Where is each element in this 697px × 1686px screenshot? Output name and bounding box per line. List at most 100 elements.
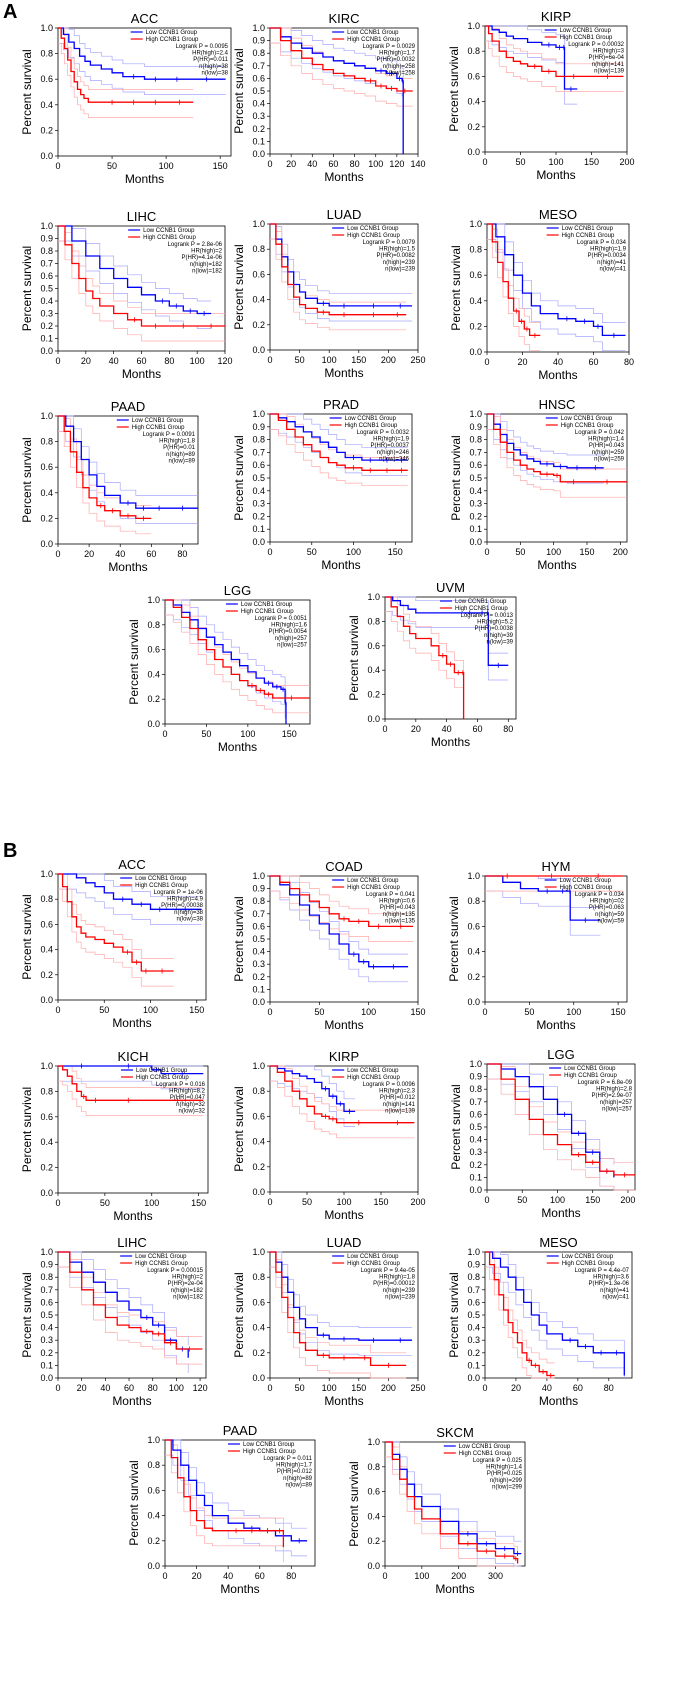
y-tick-label: 0.0 <box>40 1188 53 1198</box>
y-tick-label: 0.8 <box>40 437 53 447</box>
km-plot-a-lgg: LGG 0.0 0.2 0.4 0.6 0.8 1.0 0 50 100 150 Months Perc… <box>127 583 311 754</box>
survival-curve-low <box>58 1251 189 1358</box>
y-tick-label: 0.2 <box>252 1348 265 1358</box>
y-tick-label: 0.4 <box>40 1323 53 1333</box>
y-tick-label: 0.6 <box>467 1297 480 1307</box>
ci-upper-low <box>485 25 578 77</box>
legend-entry: Low CCNB1 Group <box>243 1442 295 1448</box>
y-axis-label: Percent survival <box>127 619 141 704</box>
y-tick-label: 0.6 <box>252 73 265 83</box>
plot-title: SKCM <box>436 1425 474 1440</box>
stat-line: n(high)=239 <box>383 260 416 266</box>
stat-line: P(HR)=6e-04 <box>588 55 624 61</box>
y-tick-label: 0.0 <box>252 1187 265 1197</box>
x-axis-label: Months <box>541 1206 580 1220</box>
y-tick-label: 0.4 <box>40 488 53 498</box>
survival-curve-high <box>58 27 194 103</box>
survival-curve-high <box>485 25 624 78</box>
plot-title: MESO <box>539 207 577 222</box>
plot-frame <box>164 599 311 725</box>
y-tick-label: 0.9 <box>40 234 53 244</box>
y-tick-label: 0.0 <box>367 1561 380 1571</box>
ci-upper-low <box>385 596 509 654</box>
stat-line: P(HR)=0.047 <box>170 1095 206 1101</box>
x-axis-label: Months <box>431 735 470 749</box>
y-tick-label: 0.3 <box>40 1335 53 1345</box>
stat-line: n(high)=32 <box>176 1102 206 1108</box>
y-axis-label: Percent survival <box>20 49 34 134</box>
legend-entry: Low CCNB1 Group <box>562 1254 614 1260</box>
y-tick-label: 0.6 <box>252 921 265 931</box>
legend-entry: High CCNB1 Group <box>146 37 199 43</box>
legend-entry: High CCNB1 Group <box>347 37 400 43</box>
stat-line: n(low)=39 <box>486 639 513 645</box>
y-tick-label: 0.2 <box>469 321 482 331</box>
stat-line: n(high)=89 <box>166 452 196 458</box>
x-tick-label: 80 <box>148 1383 158 1393</box>
legend-entry: High CCNB1 Group <box>455 606 508 612</box>
plot-title: LUAD <box>327 1235 362 1250</box>
legend-entry: Low CCNB1 Group <box>562 226 614 232</box>
stat-line: n(low)=239 <box>385 1294 416 1300</box>
plot-title: HNSC <box>539 397 576 412</box>
stat-line: P(HR)=0.012 <box>277 1469 313 1475</box>
x-tick-label: 20 <box>411 724 421 734</box>
legend-entry: Low CCNB1 Group <box>561 416 613 422</box>
plot-title: HYM <box>542 859 571 874</box>
ci-upper-high <box>270 413 408 458</box>
plot-title: UVM <box>436 580 465 595</box>
y-tick-label: 0.2 <box>147 694 160 704</box>
ci-upper-low <box>385 1441 522 1542</box>
y-tick-label: 0.2 <box>40 1163 53 1173</box>
x-tick-label: 50 <box>302 1197 312 1207</box>
x-tick-label: 0 <box>484 547 489 557</box>
x-tick-label: 200 <box>381 1383 396 1393</box>
x-tick-label: 0 <box>55 549 60 559</box>
plot-title: PAAD <box>223 1423 257 1438</box>
x-tick-label: 20 <box>192 1571 202 1581</box>
y-tick-label: 0.6 <box>252 460 265 470</box>
y-tick-label: 0.0 <box>40 346 53 356</box>
stat-line: n(low)=89 <box>285 1482 312 1488</box>
survival-curve-low <box>270 1251 413 1341</box>
plot-title: LIHC <box>127 209 157 224</box>
y-tick-label: 0.4 <box>147 669 160 679</box>
x-tick-label: 120 <box>389 159 404 169</box>
stat-line: Logrank P = 0.016 <box>156 1082 206 1088</box>
y-axis-label: Percent survival <box>20 437 34 522</box>
stat-line: P(HR)=0.0038 <box>474 626 513 632</box>
plot-title: KICH <box>117 1049 148 1064</box>
y-tick-label: 0.0 <box>252 1373 265 1383</box>
x-tick-label: 0 <box>162 1571 167 1581</box>
x-axis-label: Months <box>112 1016 151 1030</box>
y-tick-label: 1.0 <box>252 871 265 881</box>
km-plot-a-acc: ACC 0.0 0.2 0.4 0.6 0.8 1.0 0 50 100 150 Months Perc… <box>20 11 232 186</box>
survival-curve-low <box>58 415 198 509</box>
x-tick-label: 250 <box>410 1383 425 1393</box>
ci-upper-low <box>270 223 413 294</box>
y-tick-label: 0.5 <box>252 86 265 96</box>
plot-title: KIRC <box>328 11 359 26</box>
legend-entry: High CCNB1 Group <box>135 1261 188 1267</box>
stat-line: P(HR)=2e-04 <box>167 1281 203 1287</box>
x-tick-label: 200 <box>620 1195 635 1205</box>
stat-line: HR(high)=1.6 <box>271 623 308 629</box>
x-tick-label: 80 <box>604 1383 614 1393</box>
x-tick-label: 50 <box>314 1007 324 1017</box>
y-tick-label: 0.0 <box>252 537 265 547</box>
stat-line: Logrank P = 0.0091 <box>143 432 196 438</box>
x-tick-label: 80 <box>286 1571 296 1581</box>
x-tick-label: 150 <box>388 547 403 557</box>
ci-lower-high <box>58 240 225 342</box>
survival-curve-high <box>165 1439 285 1548</box>
x-tick-label: 0 <box>55 1383 60 1393</box>
legend-entry: High CCNB1 Group <box>347 1075 400 1081</box>
x-tick-label: 40 <box>223 1571 233 1581</box>
plot-title: KIRP <box>329 1049 359 1064</box>
stat-line: HR(high)=1.7 <box>379 51 416 57</box>
km-plot-a-lihc: LIHC 0.0 0.1 0.2 0.3 0.4 0.5 0.6 0.7 0.8 0.9 1.0 0 20… <box>20 209 233 381</box>
stat-line: n(low)=257 <box>602 1106 633 1112</box>
x-tick-label: 50 <box>307 547 317 557</box>
y-tick-label: 0.4 <box>252 295 265 305</box>
